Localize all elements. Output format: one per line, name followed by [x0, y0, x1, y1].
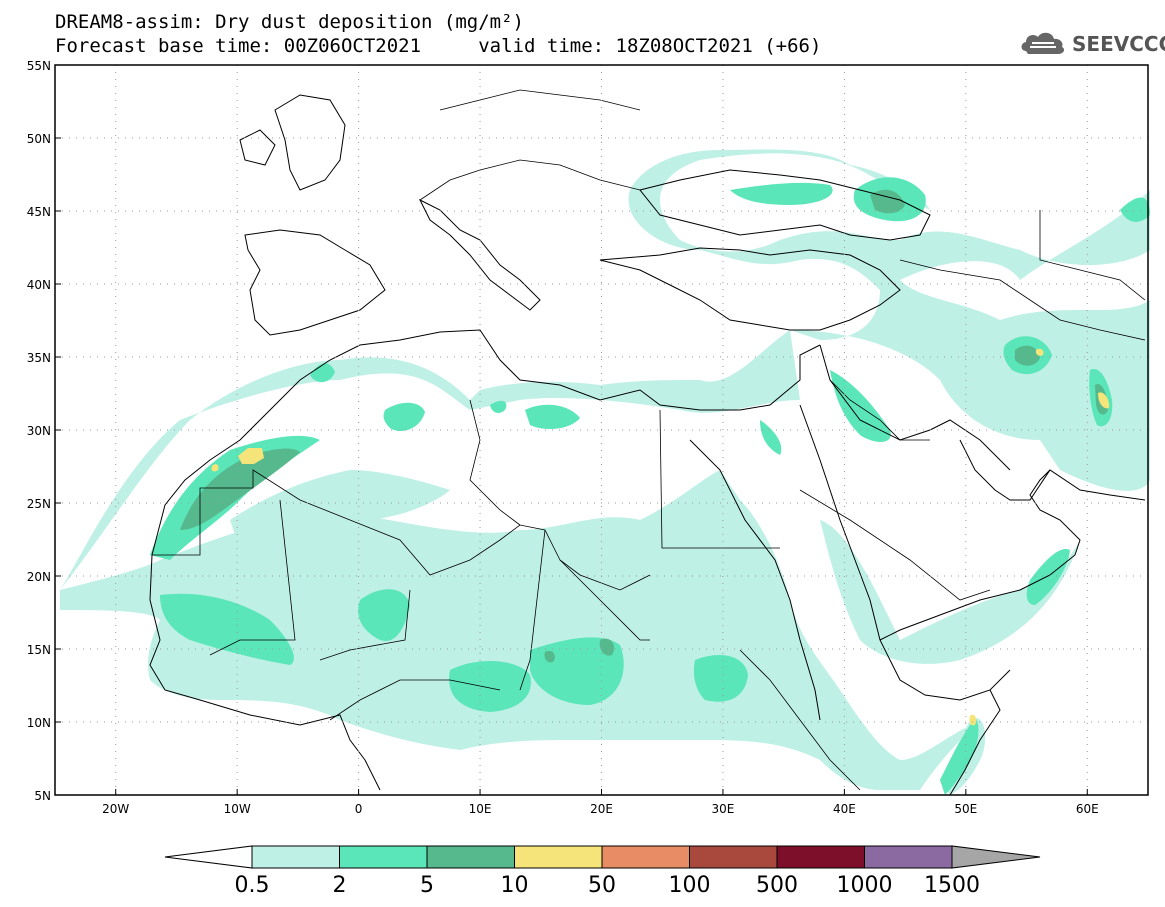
coastlines — [149, 94, 1146, 796]
colorbar-segment — [251, 845, 340, 869]
lat-tick-label: 10N — [27, 716, 51, 730]
lat-tick-label: 55N — [27, 59, 51, 73]
lon-tick-label: 10E — [469, 802, 492, 816]
colorbar: 0.5 2 5 10 50 100 500 1000 1500 — [164, 845, 1041, 898]
field-level-10 — [211, 348, 1110, 726]
lat-tick-label: 20N — [27, 570, 51, 584]
lat-tick-label: 50N — [27, 132, 51, 146]
colorbar-label: 50 — [588, 873, 616, 898]
lat-tick-label: 40N — [27, 278, 51, 292]
logo-text: SEEVCCC — [1072, 32, 1165, 56]
axis-ticks: 55N 50N 45N 40N 35N 30N 25N 20N 15N 10N 5N 20W 10W 0 1… — [27, 59, 1099, 816]
lon-tick-label: 30E — [712, 802, 735, 816]
country-borders — [152, 89, 1146, 791]
colorbar-label: 2 — [333, 873, 347, 898]
colorbar-segment — [689, 845, 778, 869]
colorbar-label: 100 — [669, 873, 711, 898]
lat-tick-label: 35N — [27, 351, 51, 365]
lat-tick-label: 5N — [34, 789, 51, 803]
lat-tick-label: 15N — [27, 643, 51, 657]
seevccc-logo: SEEVCCC — [1018, 27, 1165, 59]
colorbar-segment — [864, 845, 953, 869]
lon-tick-label: 60E — [1076, 802, 1099, 816]
map-title: DREAM8-assim: Dry dust deposition (mg/m²… — [55, 11, 524, 33]
cloud-logo-icon — [1021, 32, 1065, 54]
lat-tick-label: 25N — [27, 497, 51, 511]
colorbar-label: 500 — [756, 873, 798, 898]
colorbar-label: 1500 — [924, 873, 980, 898]
colorbar-label: 1000 — [837, 873, 893, 898]
lon-tick-label: 50E — [954, 802, 977, 816]
lon-tick-label: 10W — [224, 802, 251, 816]
lon-tick-label: 0 — [355, 802, 363, 816]
colorbar-segment — [426, 845, 515, 869]
colorbar-segment — [339, 845, 428, 869]
colorbar-over-triangle — [951, 845, 1041, 869]
colorbar-under-triangle — [164, 845, 253, 869]
lon-tick-label: 40E — [833, 802, 856, 816]
lat-tick-label: 30N — [27, 424, 51, 438]
colorbar-label: 0.5 — [235, 873, 270, 898]
forecast-time-subtitle: Forecast base time: 00Z06OCT2021 valid t… — [55, 35, 822, 57]
lon-tick-label: 20W — [102, 802, 129, 816]
colorbar-label: 10 — [501, 873, 529, 898]
lat-lon-grid — [55, 65, 1148, 795]
colorbar-segment — [514, 845, 603, 869]
colorbar-segment — [776, 845, 865, 869]
colorbar-label: 5 — [420, 873, 434, 898]
lat-tick-label: 45N — [27, 205, 51, 219]
lon-tick-label: 20E — [590, 802, 613, 816]
colorbar-segment — [601, 845, 690, 869]
